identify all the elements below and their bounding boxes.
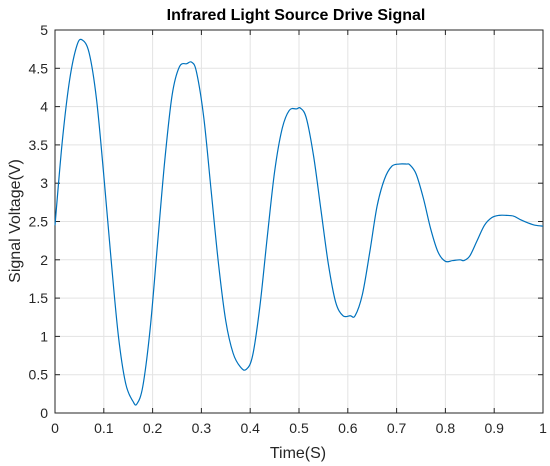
y-tick-label: 0.5 — [29, 367, 49, 383]
x-tick-label: 1 — [539, 420, 547, 436]
y-tick-label: 1 — [40, 328, 48, 344]
y-tick-label: 5 — [40, 22, 48, 38]
x-tick-label: 0.2 — [143, 420, 163, 436]
x-tick-label: 0.1 — [94, 420, 114, 436]
y-axis-label: Signal Voltage(V) — [7, 159, 24, 283]
series — [54, 38, 544, 406]
x-tick-label: 0.7 — [387, 420, 407, 436]
axis-ticks: 0 0.1 0.2 0.3 0.4 0.5 0.6 0.7 0.8 0.9 1 0 0.5 1 1.5 2 2.… — [29, 22, 548, 436]
y-tick-label: 2.5 — [29, 214, 49, 230]
x-tick-label: 0.8 — [436, 420, 456, 436]
x-tick-label: 0.3 — [192, 420, 212, 436]
series-line — [54, 38, 544, 406]
x-tick-label: 0 — [51, 420, 59, 436]
y-tick-label: 4.5 — [29, 60, 49, 76]
grid — [54, 29, 544, 414]
y-tick-label: 3 — [40, 175, 48, 191]
x-axis-label: Time(S) — [270, 445, 326, 462]
x-tick-label: 0.5 — [289, 420, 309, 436]
x-tick-label: 0.6 — [338, 420, 358, 436]
y-tick-label: 0 — [40, 405, 48, 421]
y-tick-label: 2 — [40, 252, 48, 268]
chart-title: Infrared Light Source Drive Signal — [167, 7, 426, 24]
x-tick-label: 0.4 — [240, 420, 260, 436]
y-tick-label: 4 — [40, 99, 48, 115]
x-tick-label: 0.9 — [484, 420, 504, 436]
y-tick-label: 3.5 — [29, 137, 49, 153]
y-tick-label: 1.5 — [29, 290, 49, 306]
